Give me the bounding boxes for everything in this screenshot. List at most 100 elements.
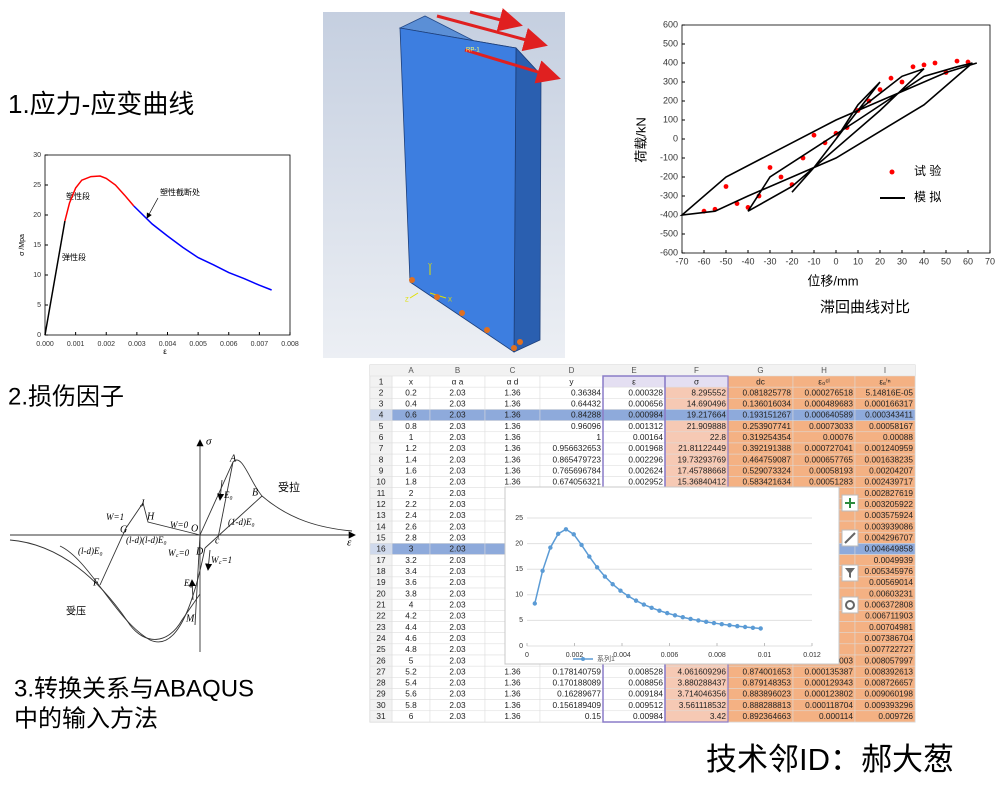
y-axis-label: σ /Mpa [19,234,26,256]
y-tick-label: -200 [660,171,678,181]
cell-text: 2.03 [449,611,466,621]
cell-text: 22.8 [710,432,727,442]
cell-text: 0.000489683 [805,399,854,409]
y-tick-label: 15 [33,242,41,249]
x-tick-label: -50 [719,256,732,266]
cell-text: 1.36 [504,421,521,431]
column-letter: E [631,366,636,375]
x-tick-label: 0.004 [613,652,631,659]
row-number: 7 [379,443,384,453]
cell-text: 1.36 [504,666,521,676]
cell-text: 4.061609296 [678,666,727,676]
cell-text: 0.000276518 [805,387,854,397]
y-tick-label: 0 [673,133,678,143]
cell-text: 0.253907741 [743,421,792,431]
cell-text: 0.00073033 [809,421,853,431]
data-point [579,542,584,548]
cell-text: 2.03 [449,666,466,676]
cell-text: 0.0049939 [874,555,914,565]
data-point [571,532,576,537]
cell-text: 0.36384 [571,387,601,397]
data-point [811,132,817,138]
x-tick-label: 50 [941,256,951,266]
pointer [146,197,159,219]
x-tick-label: 70 [985,256,995,266]
data-point [680,615,685,620]
cell-text: 0.002296 [628,454,663,464]
cell-text: 0.00603231 [869,588,913,598]
y-tick-label: -300 [660,190,678,200]
row-number: 20 [376,588,386,598]
y-tick-label: -600 [660,247,678,257]
cell-text: 0.000984 [628,410,663,420]
cell-text: 21.909888 [687,421,727,431]
data-point [548,545,553,550]
y-tick-label: 10 [515,592,523,599]
series-line [64,175,135,222]
x-tick-label: -30 [763,256,776,266]
cell-text: 0.008392613 [865,666,914,676]
cell-text: 0.16289677 [557,689,601,699]
row-number: 27 [376,666,386,676]
cell-text: 0.583421634 [743,477,792,487]
x-tick-label: 30 [897,256,907,266]
row-number: 11 [377,488,386,498]
heading: 中的输入方法 [14,705,158,732]
legend-label: 试 验 [914,163,941,178]
cell-text: 2.6 [405,521,417,531]
legend-label: 模 拟 [914,190,941,204]
cell-text: 0.003205922 [865,499,914,509]
cell-text: 2.2 [405,499,417,509]
cell-text: 0.009060198 [865,689,914,699]
cell-text: 5.6 [405,689,417,699]
cell-text: 0.00704981 [869,622,913,632]
annotation: 弹性段 [62,252,86,262]
cell-text: 6 [409,711,414,721]
viewport-label: X [448,298,452,304]
data-point [877,87,883,92]
cell-text: 0.879148353 [743,678,792,688]
plot-frame [44,154,291,336]
cell-text: 2.03 [449,622,466,632]
y-tick-label: 20 [33,212,41,219]
cell-text: 1.4 [405,454,417,464]
cell-text: 0.009184 [628,689,663,699]
x-tick-label: 0.01 [758,652,772,659]
x-tick-label: 0.005 [189,341,207,348]
diagram-label: H [146,511,155,522]
diagram-label: W=0 [170,520,189,530]
cell-text: 0.00984 [633,711,663,721]
data-point [563,527,569,532]
cell-text: 0.8 [405,421,417,431]
diagram-label: M [185,613,195,624]
cell-text: ε₀ᶜˡ [818,376,829,386]
y-tick-label: 25 [33,182,41,189]
data-point [532,601,537,606]
column-letter: A [408,366,414,375]
cell-text: 0.002952 [628,477,663,487]
y-tick-label: 200 [663,95,678,105]
heading: 2.损伤因子 [8,383,124,410]
x-tick-label: 40 [919,256,929,266]
row-number: 12 [376,499,386,509]
cell-text: 0.170188089 [553,678,602,688]
x-tick-label: 0.006 [661,652,679,659]
column-letter: D [569,366,575,375]
cell-text: 0.000123802 [805,689,854,699]
x-tick-label: 0.001 [67,341,85,348]
data-point [899,79,905,85]
cell-text: 0.00058167 [869,421,913,431]
cell-text: 4 [409,599,414,609]
cell-text: 0.392191388 [743,443,792,453]
cell-text: 0.2 [405,387,417,397]
cell-text: 0.009512 [628,700,663,710]
cell-text: 0.00051283 [809,477,853,487]
cell-text: 2.03 [449,387,466,397]
diagram-label: W꜀=0 [168,548,190,558]
cell-text: 0.000328 [628,387,663,397]
cell-text: 2.03 [449,421,466,431]
cell-text: 3.42 [710,711,727,721]
cell-text: 1.6 [405,466,417,476]
